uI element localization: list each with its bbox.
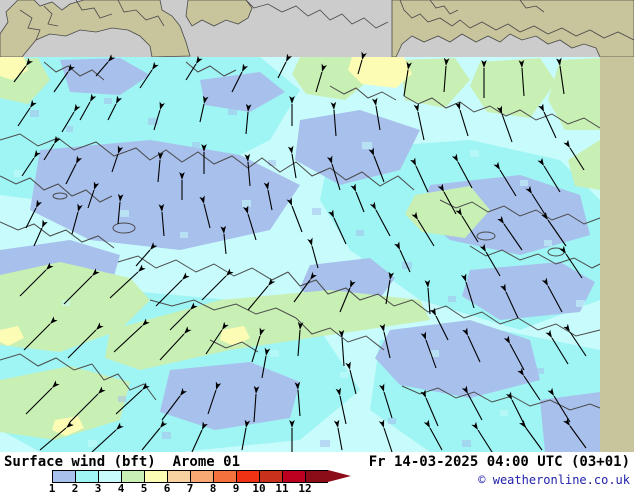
wind-barbs (13, 51, 587, 452)
beaufort-colorbar[interactable]: 1 2 3 4 5 6 7 8 9 10 11 12 (49, 470, 351, 495)
colorbar-tick-2: 2 (71, 482, 79, 495)
colorbar-tick-7: 7 (186, 482, 194, 495)
legend-footer: Surface wind (bft) Arome 01 Fr 14-03-202… (0, 452, 634, 495)
copyright-label: © weatheronline.co.uk (478, 473, 630, 487)
colorbar-tick-11: 11 (275, 482, 289, 495)
weather-map[interactable] (0, 0, 634, 452)
domain-right-margin (600, 57, 634, 452)
colorbar-overflow-arrow-icon (328, 470, 351, 482)
colorbar-tick-10: 10 (252, 482, 266, 495)
colorbar-tick-5: 5 (140, 482, 148, 495)
colorbar-cell-11[interactable] (282, 470, 305, 483)
colorbar-tick-4: 4 (117, 482, 125, 495)
colorbar-cell-7[interactable] (190, 470, 213, 483)
colorbar-cell-3[interactable] (98, 470, 121, 483)
colorbar-cell-2[interactable] (75, 470, 98, 483)
colorbar-tick-8: 8 (209, 482, 217, 495)
colorbar-tick-12: 12 (298, 482, 312, 495)
colorbar-tick-9: 9 (232, 482, 240, 495)
colorbar-cell-4[interactable] (121, 470, 144, 483)
colorbar-cell-6[interactable] (167, 470, 190, 483)
colorbar-cell-9[interactable] (236, 470, 259, 483)
colorbar-tick-labels: 1 2 3 4 5 6 7 8 9 10 11 12 (48, 482, 351, 495)
colorbar-swatches[interactable] (52, 470, 351, 483)
colorbar-cell-12[interactable] (305, 470, 328, 483)
valid-datetime: Fr 14-03-2025 04:00 UTC (03+01) (368, 454, 630, 470)
colorbar-tick-6: 6 (163, 482, 171, 495)
product-title: Surface wind (bft) Arome 01 (4, 454, 241, 470)
outside-domain-land (0, 0, 634, 58)
map-canvas[interactable] (0, 0, 634, 452)
colorbar-cell-8[interactable] (213, 470, 236, 483)
colorbar-tick-3: 3 (94, 482, 102, 495)
colorbar-cell-1[interactable] (52, 470, 75, 483)
colorbar-cell-5[interactable] (144, 470, 167, 483)
colorbar-cell-10[interactable] (259, 470, 282, 483)
colorbar-tick-1: 1 (48, 482, 56, 495)
